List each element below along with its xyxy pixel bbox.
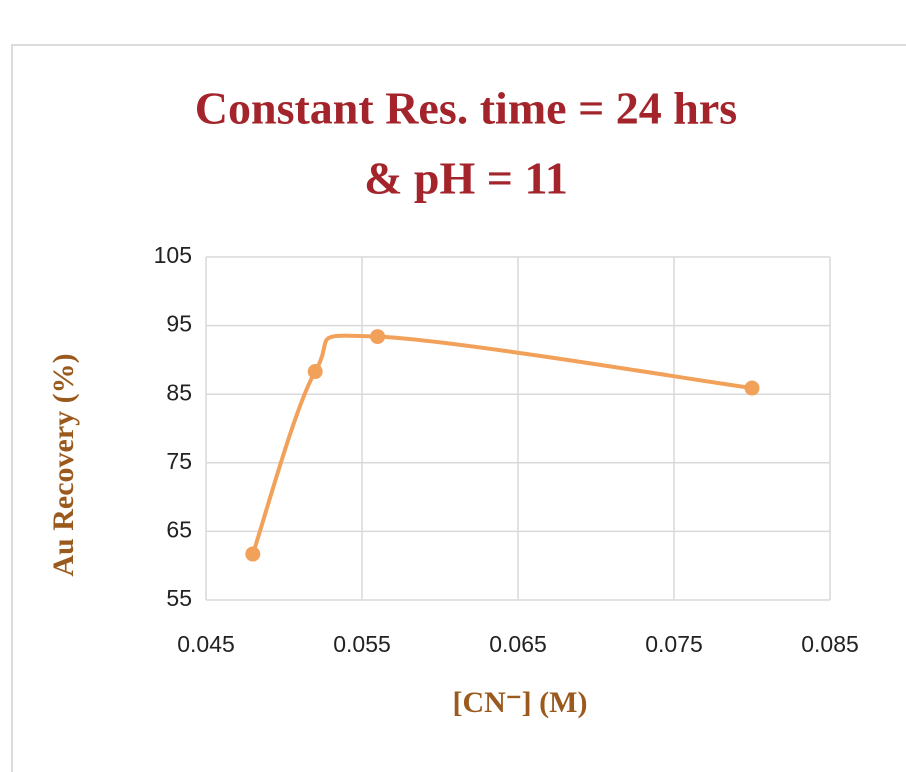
x-tick-label: 0.065 (489, 631, 547, 657)
data-point (370, 329, 386, 345)
chart-title: Constant Res. time = 24 hrs (195, 83, 737, 134)
chart-title: & pH = 11 (364, 153, 568, 204)
x-axis-title: [CN⁻] (M) (453, 686, 588, 719)
y-tick-label: 85 (166, 379, 192, 405)
y-tick-label: 105 (154, 242, 192, 268)
data-line (250, 333, 753, 555)
x-tick-label: 0.075 (645, 631, 703, 657)
y-tick-label: 55 (166, 585, 192, 611)
y-tick-label: 95 (166, 311, 192, 337)
y-tick-label: 75 (166, 448, 192, 474)
data-point (245, 546, 261, 562)
x-tick-label: 0.045 (177, 631, 235, 657)
data-point (744, 380, 760, 396)
data-point (307, 364, 323, 380)
y-tick-label: 65 (166, 516, 192, 542)
chart-border (11, 44, 906, 772)
x-tick-label: 0.055 (333, 631, 391, 657)
x-tick-label: 0.085 (801, 631, 859, 657)
y-axis-title: Au Recovery (%) (47, 353, 80, 576)
